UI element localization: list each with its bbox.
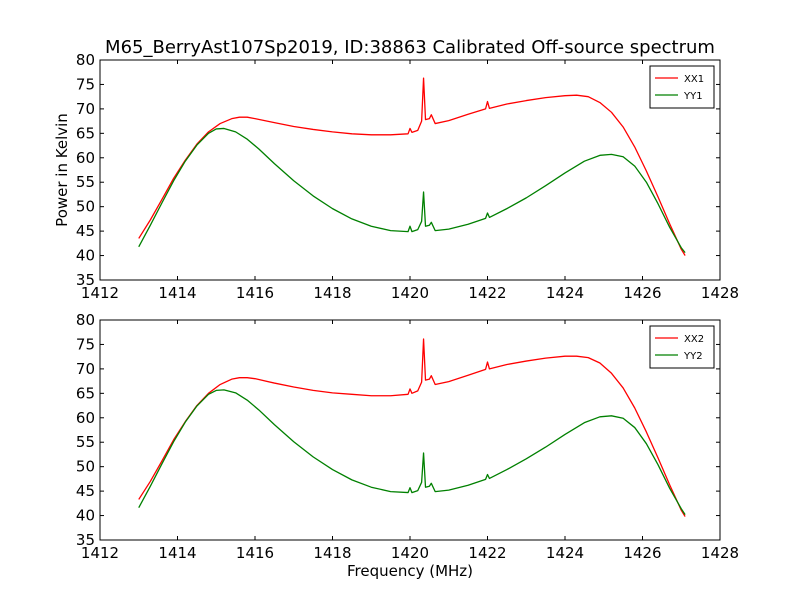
y-tick-label: 65 — [76, 384, 95, 402]
y-tick-label: 55 — [76, 173, 95, 191]
x-tick-label: 1412 — [81, 544, 119, 562]
legend-label-yy1: YY1 — [683, 91, 703, 102]
series-group — [138, 77, 686, 256]
x-tick-label: 1422 — [468, 544, 506, 562]
subplot-2: 1412 1414 1416 1418 1420 1422 1424 1426 1428 35 40… — [76, 311, 739, 580]
x-tick-label: 1428 — [701, 544, 739, 562]
legend-label-yy2: YY2 — [683, 351, 703, 362]
series-line-xx2 — [138, 338, 686, 517]
y-tick-label: 75 — [76, 75, 95, 93]
x-tick-label: 1420 — [391, 284, 429, 302]
x-tick-label: 1426 — [623, 544, 661, 562]
x-tick-label: 1418 — [313, 284, 351, 302]
y-tick-label: 65 — [76, 124, 95, 142]
y-tick-label: 50 — [76, 458, 95, 476]
legend: XX2 YY2 — [649, 325, 715, 369]
y-tick-label: 45 — [76, 482, 95, 500]
y-tick-label: 80 — [76, 51, 95, 69]
y-tick-label: 55 — [76, 433, 95, 451]
x-tick-label: 1414 — [158, 544, 196, 562]
y-tick-label: 60 — [76, 409, 95, 427]
x-tick-label: 1416 — [236, 544, 274, 562]
x-axis-label: Frequency (MHz) — [347, 562, 473, 580]
x-tick-label: 1412 — [81, 284, 119, 302]
y-tick-label: 40 — [76, 507, 95, 525]
subplot-1: 1412 1414 1416 1418 1420 1422 1424 1426 1428 35 40… — [53, 51, 739, 302]
series-group — [138, 338, 686, 517]
y-axis-label: Power in Kelvin — [53, 113, 71, 227]
series-line-yy2 — [138, 389, 686, 515]
x-tick-label: 1426 — [623, 284, 661, 302]
plots: 1412 1414 1416 1418 1420 1422 1424 1426 1428 35 40… — [53, 51, 739, 580]
x-tick-label: 1420 — [391, 544, 429, 562]
legend-label-xx1: XX1 — [684, 74, 704, 85]
legend-box — [649, 65, 715, 109]
figure-title: M65_BerryAst107Sp2019, ID:38863 Calibrat… — [105, 37, 715, 58]
y-tick-label: 60 — [76, 149, 95, 167]
x-tick-label: 1424 — [546, 284, 584, 302]
legend: XX1 YY1 — [649, 65, 715, 109]
legend-box — [649, 325, 715, 369]
y-tick-label: 35 — [76, 271, 95, 289]
x-tick-label: 1414 — [158, 284, 196, 302]
legend-label-xx2: XX2 — [684, 334, 704, 345]
x-tick-label: 1416 — [236, 284, 274, 302]
y-tick-label: 35 — [76, 531, 95, 549]
x-tick-label: 1418 — [313, 544, 351, 562]
x-tick-label: 1428 — [701, 284, 739, 302]
y-tick-label: 75 — [76, 335, 95, 353]
y-tick-label: 70 — [76, 360, 95, 378]
series-line-yy1 — [138, 127, 686, 254]
x-tick-label: 1422 — [468, 284, 506, 302]
y-tick-label: 70 — [76, 100, 95, 118]
series-line-xx1 — [138, 77, 686, 256]
y-tick-label: 50 — [76, 198, 95, 216]
y-tick-label: 80 — [76, 311, 95, 329]
x-tick-label: 1424 — [546, 544, 584, 562]
y-tick-label: 40 — [76, 247, 95, 265]
y-tick-label: 45 — [76, 222, 95, 240]
